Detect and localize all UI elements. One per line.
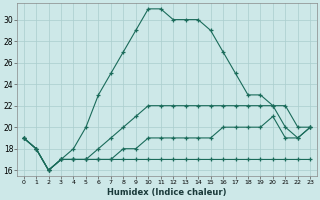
X-axis label: Humidex (Indice chaleur): Humidex (Indice chaleur) — [107, 188, 227, 197]
